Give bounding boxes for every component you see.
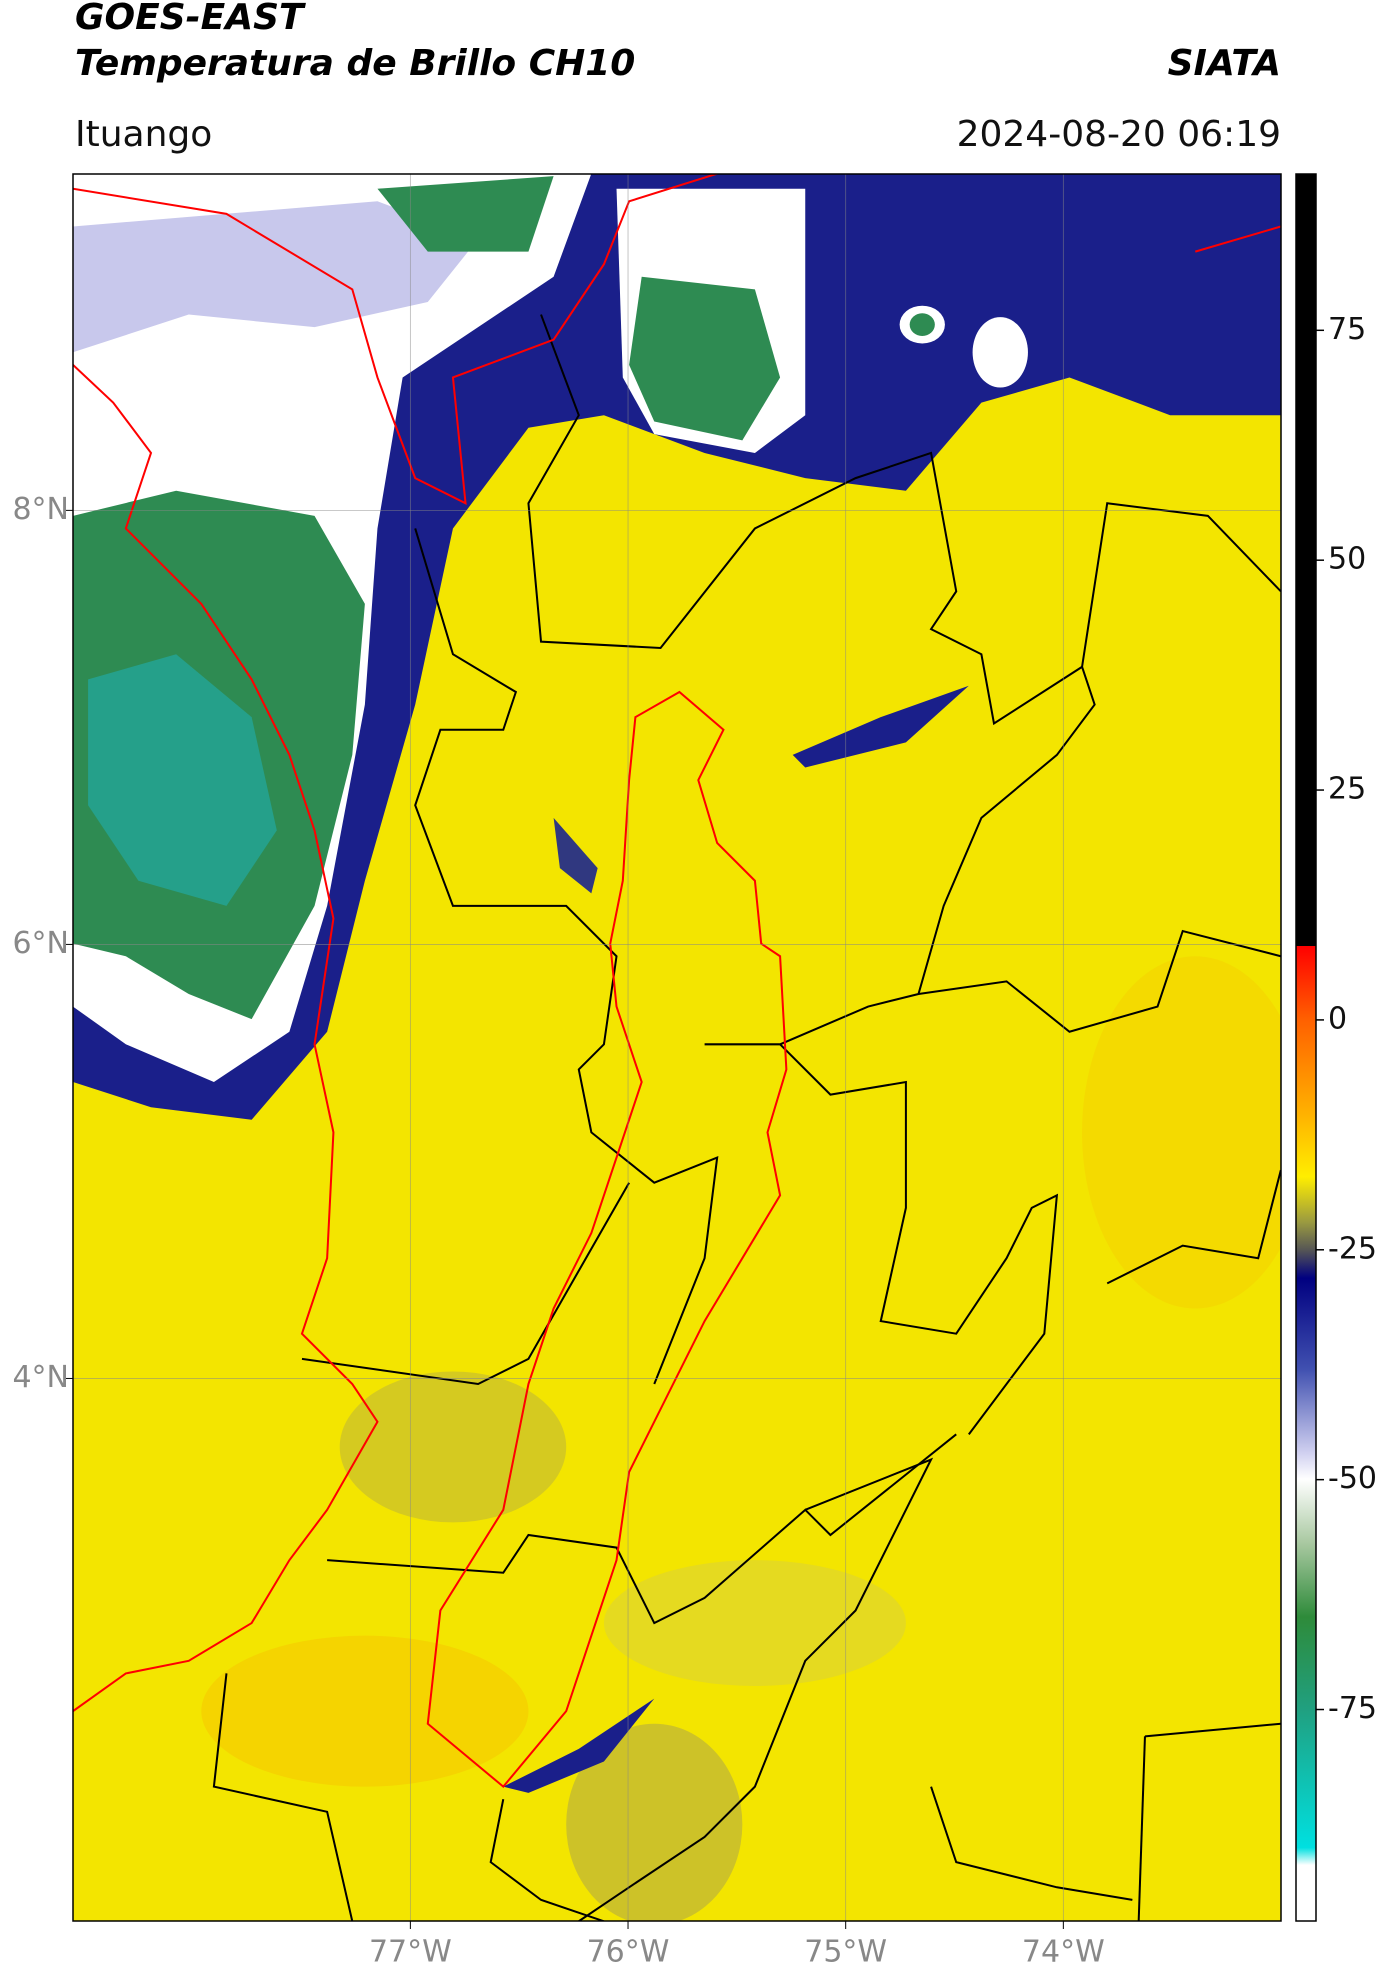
axes: 77°W 76°W 75°W 74°W 4°N 6°N 8°N -75 -50 -25 0 25 50 7… bbox=[12, 174, 1377, 1970]
colorbar-tick-label: 50 bbox=[1328, 542, 1366, 577]
colorbar bbox=[1295, 173, 1317, 1922]
x-tick-label: 75°W bbox=[804, 1935, 887, 1970]
y-tick-label: 4°N bbox=[12, 1360, 69, 1395]
title: GOES-EAST bbox=[75, 0, 306, 38]
y-tick-label: 8°N bbox=[12, 492, 69, 527]
colorbar-tick-label: 0 bbox=[1328, 1001, 1347, 1036]
location: Ituango bbox=[75, 114, 212, 155]
colorbar-tick-label: -25 bbox=[1328, 1231, 1377, 1266]
colorbar-tick-label: 25 bbox=[1328, 772, 1366, 807]
colorbar-tick-label: -50 bbox=[1328, 1461, 1377, 1496]
map-frame bbox=[72, 173, 1282, 1922]
source: SIATA bbox=[1168, 43, 1281, 84]
x-tick-label: 76°W bbox=[587, 1935, 670, 1970]
map bbox=[73, 174, 1281, 1921]
colorbar-tick-label: -75 bbox=[1328, 1691, 1377, 1726]
y-tick-label: 6°N bbox=[12, 926, 69, 961]
x-tick-label: 77°W bbox=[369, 1935, 452, 1970]
subtitle: Temperatura de Brillo CH10 bbox=[75, 43, 635, 84]
x-tick-label: 74°W bbox=[1022, 1935, 1105, 1970]
colorbar-tick-label: 75 bbox=[1328, 312, 1366, 347]
datetime: 2024-08-20 06:19 bbox=[957, 114, 1281, 155]
